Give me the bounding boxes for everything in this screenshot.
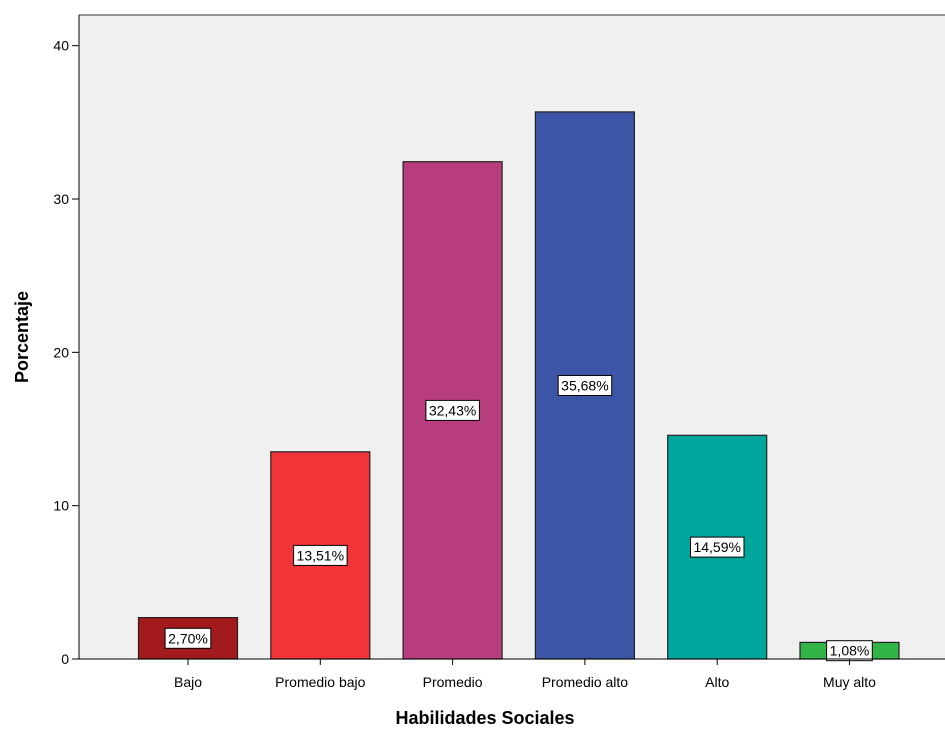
data-label-box	[293, 544, 348, 566]
x-tick-label: Promedio alto	[542, 674, 629, 690]
data-label-group: 14,59%	[690, 536, 745, 558]
data-label: 1,08%	[830, 643, 870, 659]
data-label: 13,51%	[297, 547, 344, 563]
data-label-box	[425, 399, 480, 421]
x-tick-label: Promedio bajo	[275, 674, 365, 690]
y-axis-title: Porcentaje	[12, 291, 32, 383]
data-label-group: 2,70%	[164, 627, 212, 649]
x-tick-label: Alto	[705, 674, 729, 690]
data-label: 32,43%	[429, 402, 476, 418]
data-label: 35,68%	[561, 377, 608, 393]
data-label-box	[557, 375, 613, 396]
y-tick-label: 40	[53, 38, 69, 54]
x-axis: Bajo Promedio bajo Promedio Promedio alto Al…	[79, 658, 945, 690]
x-axis-title: Habilidades Sociales	[395, 708, 574, 728]
data-label-group: 32,43%	[425, 399, 480, 421]
data-label-box	[164, 627, 212, 649]
data-label-group: 1,08%	[826, 640, 873, 662]
plot-area	[79, 15, 945, 659]
x-tick-label: Muy alto	[823, 674, 876, 690]
y-tick-label: 20	[53, 344, 69, 360]
y-tick-label: 0	[61, 651, 69, 667]
data-label: 14,59%	[693, 539, 740, 555]
data-label: 2,70%	[168, 630, 208, 646]
y-tick-label: 10	[53, 498, 69, 514]
x-tick-label: Promedio	[423, 674, 483, 690]
bars-group: 2,70% 13,51% 32,43% 35,68% 14,59% 1,08%	[137, 111, 900, 662]
data-label-box	[690, 536, 745, 558]
data-label-group: 13,51%	[293, 544, 348, 566]
y-axis: 0 10 20 30 40	[53, 15, 80, 667]
data-label-group: 35,68%	[557, 375, 613, 396]
x-tick-label: Bajo	[174, 674, 202, 690]
y-tick-label: 30	[53, 191, 69, 207]
